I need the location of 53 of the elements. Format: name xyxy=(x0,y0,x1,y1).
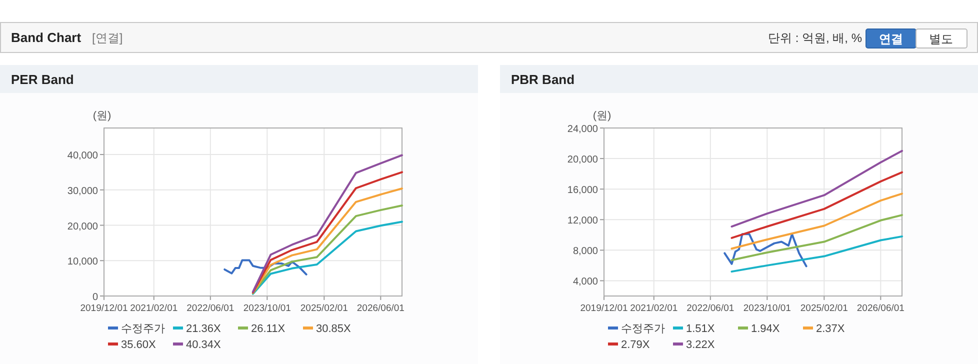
y-tick-label: 30,000 xyxy=(67,186,98,197)
text: Band Chart xyxy=(11,30,82,45)
y-axis-title: (원) xyxy=(92,110,112,122)
y-tick-label: 8,000 xyxy=(572,246,598,258)
line-series xyxy=(724,233,808,268)
legend-label: 26.11X xyxy=(251,323,286,335)
text: 연결 xyxy=(879,32,903,46)
line-series xyxy=(730,171,903,239)
x-tick-label: 2026/06/01 xyxy=(856,303,904,314)
line-series xyxy=(252,204,403,294)
line-series xyxy=(730,235,903,273)
y-axis-title: (원) xyxy=(592,110,612,122)
text: 별도 xyxy=(929,32,953,46)
legend-label: 3.22X xyxy=(686,339,716,351)
x-tick-label: 2023/10/01 xyxy=(743,303,791,314)
x-tick-label: 2025/02/01 xyxy=(800,303,848,314)
y-tick-label: 16,000 xyxy=(567,185,598,196)
legend-label: 1.94X xyxy=(751,323,780,335)
x-tick-label: 2021/02/01 xyxy=(630,303,678,314)
x-tick-label: 2026/06/01 xyxy=(356,303,404,314)
line-series xyxy=(730,214,903,262)
legend-label: 30.85X xyxy=(316,323,352,335)
legend-label: 40.34X xyxy=(186,339,222,351)
x-tick-label: 2022/06/01 xyxy=(186,303,234,314)
x-tick-label: 2021/02/01 xyxy=(130,303,178,314)
legend-label: 2.79X xyxy=(621,339,650,351)
y-tick-label: 12,000 xyxy=(567,216,598,227)
y-tick-label: 10,000 xyxy=(67,256,98,268)
y-tick-label: 20,000 xyxy=(567,154,598,166)
legend-label: 35.60X xyxy=(121,339,157,351)
y-tick-label: 24,000 xyxy=(567,124,598,135)
line-series xyxy=(730,192,903,250)
legend-label: 수정주가 xyxy=(621,323,665,335)
line-series xyxy=(224,259,308,276)
y-tick-label: 4,000 xyxy=(572,276,598,288)
x-tick-label: 2022/06/01 xyxy=(686,303,734,314)
y-tick-label: 20,000 xyxy=(67,221,98,232)
x-tick-label: 2019/12/01 xyxy=(580,303,628,314)
chart-title: PBR Band xyxy=(511,72,575,87)
text: [연결] xyxy=(92,31,123,45)
line-series xyxy=(730,150,903,228)
text: 단위 : 억원, 배, % xyxy=(768,31,862,45)
x-tick-label: 2025/02/01 xyxy=(300,303,348,314)
legend-label: 21.36X xyxy=(186,323,222,335)
y-tick-label: 0 xyxy=(92,292,98,303)
x-tick-label: 2019/12/01 xyxy=(80,303,128,314)
line-series xyxy=(252,220,403,295)
legend-label: 1.51X xyxy=(686,323,716,335)
legend-label: 수정주가 xyxy=(121,323,165,335)
legend-label: 2.37X xyxy=(816,323,846,335)
x-tick-label: 2023/10/01 xyxy=(243,303,291,314)
y-tick-label: 40,000 xyxy=(67,150,98,162)
chart-title: PER Band xyxy=(11,72,74,87)
